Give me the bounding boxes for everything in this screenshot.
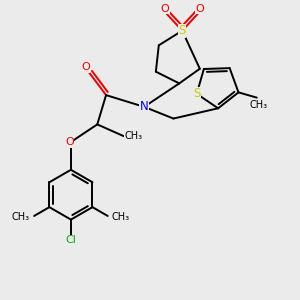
Text: S: S	[193, 87, 200, 100]
Text: CH₃: CH₃	[112, 212, 130, 222]
Text: O: O	[81, 62, 90, 72]
Text: N: N	[140, 100, 148, 113]
Text: O: O	[195, 4, 204, 14]
Text: O: O	[65, 137, 74, 147]
Text: CH₃: CH₃	[125, 131, 143, 141]
Text: Cl: Cl	[65, 235, 76, 245]
Text: O: O	[160, 4, 169, 14]
Text: S: S	[178, 24, 186, 37]
Text: CH₃: CH₃	[249, 100, 267, 110]
Text: CH₃: CH₃	[12, 212, 30, 222]
